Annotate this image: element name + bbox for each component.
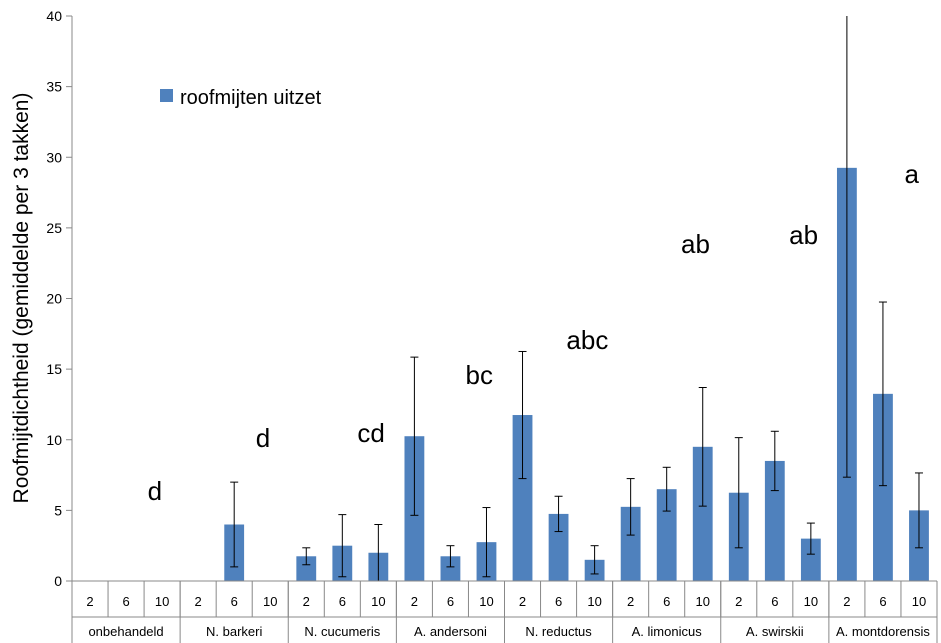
x-tick-label: 2	[843, 594, 850, 609]
y-tick-label: 35	[46, 79, 62, 95]
x-tick-label: 10	[263, 594, 277, 609]
group-label: A. montdorensis	[836, 624, 930, 639]
group-label: A. andersoni	[414, 624, 487, 639]
x-tick-label: 2	[303, 594, 310, 609]
group-label: A. limonicus	[632, 624, 703, 639]
y-axis: 0 5 10 15 20 25 30 35 40	[46, 8, 73, 589]
bar	[512, 415, 533, 581]
x-tick-label: 10	[371, 594, 385, 609]
x-tick-label: 10	[912, 594, 926, 609]
x-tick-label: 2	[627, 594, 634, 609]
bar	[692, 446, 713, 581]
bar	[800, 538, 821, 581]
x-tick-label: 6	[339, 594, 346, 609]
significance-letter: d	[148, 476, 162, 506]
x-tick-label: 2	[195, 594, 202, 609]
bar	[620, 506, 641, 581]
x-tick-label: 6	[231, 594, 238, 609]
group-label: N. cucumeris	[304, 624, 380, 639]
x-tick-label: 10	[479, 594, 493, 609]
legend-swatch	[160, 89, 173, 102]
x-tick-label: 2	[735, 594, 742, 609]
significance-letter: cd	[357, 418, 384, 448]
x-tick-label: 10	[587, 594, 601, 609]
bar	[764, 460, 785, 581]
bars	[224, 16, 929, 582]
y-tick-label: 40	[46, 8, 62, 24]
x-tick-label: 6	[122, 594, 129, 609]
y-tick-label: 0	[54, 573, 62, 589]
legend-label: roofmijten uitzet	[180, 87, 322, 109]
group-label: N. reductus	[525, 624, 592, 639]
significance-letter: bc	[466, 360, 493, 390]
significance-labels: d d cd bc abc ab ab a	[148, 159, 920, 506]
significance-letter: abc	[566, 325, 608, 355]
y-tick-label: 15	[46, 361, 62, 377]
x-tick-label: 10	[695, 594, 709, 609]
group-label: A. swirskii	[746, 624, 804, 639]
group-label: onbehandeld	[88, 624, 163, 639]
bar	[656, 489, 677, 581]
x-tick-label: 6	[879, 594, 886, 609]
bar	[296, 556, 317, 581]
x-tick-label: 10	[804, 594, 818, 609]
x-tick-label: 10	[155, 594, 169, 609]
y-tick-label: 5	[54, 502, 62, 518]
significance-letter: d	[256, 423, 270, 453]
y-tick-label: 10	[46, 432, 62, 448]
group-label: N. barkeri	[206, 624, 262, 639]
y-axis-label: Roofmijtdichtheid (gemiddelde per 3 takk…	[10, 93, 33, 504]
bar	[548, 513, 569, 581]
significance-letter: ab	[789, 220, 818, 250]
x-tick-label: 2	[519, 594, 526, 609]
x-tick-label: 6	[771, 594, 778, 609]
x-tick-label: 2	[411, 594, 418, 609]
y-tick-label: 20	[46, 291, 62, 307]
legend: roofmijten uitzet	[160, 87, 322, 109]
y-tick-label: 30	[46, 149, 62, 165]
bar	[440, 556, 461, 581]
x-tick-label: 6	[447, 594, 454, 609]
significance-letter: ab	[681, 229, 710, 259]
x-tick-label: 6	[663, 594, 670, 609]
x-tick-label: 6	[555, 594, 562, 609]
y-tick-label: 25	[46, 220, 62, 236]
bar	[873, 393, 893, 581]
significance-letter: a	[905, 159, 920, 189]
x-tick-label: 2	[86, 594, 93, 609]
